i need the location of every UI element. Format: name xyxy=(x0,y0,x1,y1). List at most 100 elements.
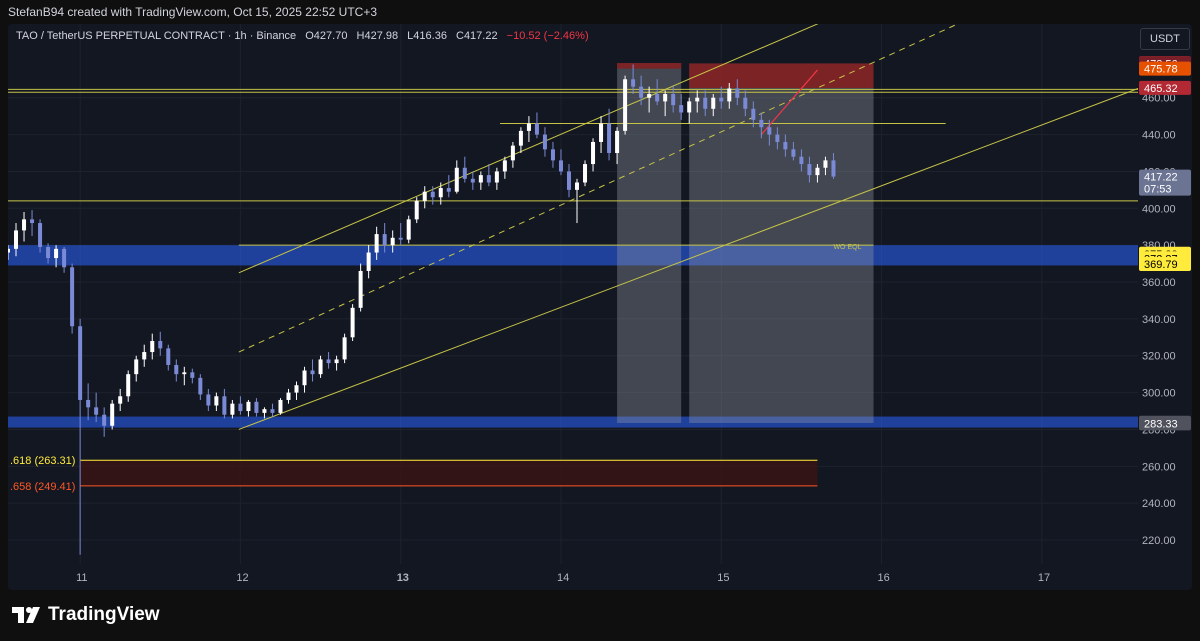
candle-body xyxy=(607,123,612,154)
candle-body xyxy=(743,97,748,109)
channel-upper xyxy=(238,24,819,274)
candle-body xyxy=(438,188,443,198)
candle-body xyxy=(214,396,219,406)
price-labels-layer: 478.79478.56475.78465.32417.2207:53375.3… xyxy=(1139,56,1191,431)
candle-body xyxy=(254,401,259,413)
x-tick-label: 12 xyxy=(236,572,248,584)
chart-canvas[interactable]: WO EQL .618 (263.31) .658 (249.41) 220.00 2… xyxy=(8,24,1192,590)
candle-body xyxy=(446,188,451,192)
position-stop-2 xyxy=(689,63,874,88)
candle-body xyxy=(166,348,171,365)
candle-body xyxy=(86,399,91,408)
candle-body xyxy=(238,403,243,412)
candle-body xyxy=(502,160,507,172)
price-label-bg xyxy=(1139,61,1191,76)
candle-body xyxy=(134,359,139,375)
candle-body xyxy=(831,160,836,177)
candle-body xyxy=(663,94,668,102)
currency-button[interactable]: USDT xyxy=(1140,28,1190,50)
candle-body xyxy=(575,182,580,190)
credit-bar: StefanB94 created with TradingView.com, … xyxy=(0,0,1200,24)
y-tick-label: 320.00 xyxy=(1142,351,1176,363)
y-tick-label: 440.00 xyxy=(1142,130,1176,142)
candle-body xyxy=(222,396,227,415)
candle-body xyxy=(679,105,684,113)
candle-body xyxy=(711,97,716,109)
candle-body xyxy=(759,119,764,128)
candle-body xyxy=(326,359,331,364)
legend-low: L416.36 xyxy=(407,30,447,42)
price-label-text: 417.22 xyxy=(1144,172,1178,184)
candle-body xyxy=(783,141,788,150)
x-tick-label: 16 xyxy=(878,572,890,584)
channel-lower xyxy=(238,88,1139,430)
candle-body xyxy=(366,252,371,271)
time-axis[interactable]: 11 12 13 14 15 16 17 xyxy=(76,572,1050,584)
candle-body xyxy=(486,175,491,183)
candle-body xyxy=(719,97,724,102)
demand-zone xyxy=(8,416,1138,428)
y-tick-label: 220.00 xyxy=(1142,535,1176,547)
candle-body xyxy=(286,392,291,400)
symbol-legend[interactable]: TAO / TetherUS PERPETUAL CONTRACT · 1h ·… xyxy=(16,30,589,42)
y-tick-label: 240.00 xyxy=(1142,498,1176,510)
candle-body xyxy=(230,403,235,415)
candle-body xyxy=(14,230,19,249)
price-label-text: 475.78 xyxy=(1144,64,1178,76)
legend-close: C417.22 xyxy=(456,30,498,42)
candle-body xyxy=(735,88,740,98)
x-tick-label: 17 xyxy=(1038,572,1050,584)
candle-body xyxy=(751,108,756,120)
candle-body xyxy=(118,396,123,404)
candle-body xyxy=(615,130,620,154)
candle-body xyxy=(374,234,379,253)
candle-body xyxy=(526,123,531,131)
legend-high: H427.98 xyxy=(356,30,399,42)
candle-body xyxy=(78,326,83,400)
candle-body xyxy=(334,359,339,364)
candle-body xyxy=(358,270,363,308)
candle-body xyxy=(262,409,267,413)
candle-body xyxy=(398,237,403,240)
y-tick-label: 260.00 xyxy=(1142,461,1176,473)
candle-body xyxy=(270,409,275,413)
candle-body xyxy=(591,141,596,165)
candle-body xyxy=(799,156,804,165)
candle-body xyxy=(198,377,203,395)
candle-body xyxy=(558,160,563,172)
candle-body xyxy=(406,219,411,240)
candle-body xyxy=(46,247,51,259)
candle-body xyxy=(294,385,299,393)
candle-body xyxy=(30,219,35,224)
candle-body xyxy=(775,134,780,142)
candle-body xyxy=(462,167,467,179)
chart-frame[interactable]: WO EQL .618 (263.31) .658 (249.41) 220.00 2… xyxy=(8,24,1192,590)
candle-body xyxy=(823,160,828,168)
candle-body xyxy=(815,167,820,176)
x-tick-label: 15 xyxy=(717,572,729,584)
price-axis[interactable]: 220.00240.00260.00280.00300.00320.00340.… xyxy=(1142,93,1176,547)
y-tick-label: 340.00 xyxy=(1142,314,1176,326)
tradingview-logo-icon xyxy=(12,607,40,623)
candle-body xyxy=(647,94,652,98)
candle-body xyxy=(470,178,475,183)
y-tick-label: 360.00 xyxy=(1142,277,1176,289)
credit-text: StefanB94 created with TradingView.com, … xyxy=(8,5,377,19)
candle-body xyxy=(631,79,636,87)
candle-body xyxy=(695,97,700,102)
x-tick-label: 14 xyxy=(557,572,569,584)
candle-body xyxy=(534,123,539,135)
y-tick-label: 300.00 xyxy=(1142,388,1176,400)
candle-body xyxy=(150,340,155,353)
price-label-bg xyxy=(1139,169,1191,196)
tradingview-logo[interactable]: TradingView xyxy=(12,604,160,626)
candle-body xyxy=(318,359,323,375)
candle-body xyxy=(142,352,147,360)
candle-body xyxy=(350,307,355,338)
candle-body xyxy=(94,407,99,415)
candle-body xyxy=(510,145,515,161)
candle-body xyxy=(382,234,387,246)
price-label-text: 465.32 xyxy=(1144,83,1178,95)
candle-body xyxy=(342,337,347,360)
candle-body xyxy=(158,340,163,349)
